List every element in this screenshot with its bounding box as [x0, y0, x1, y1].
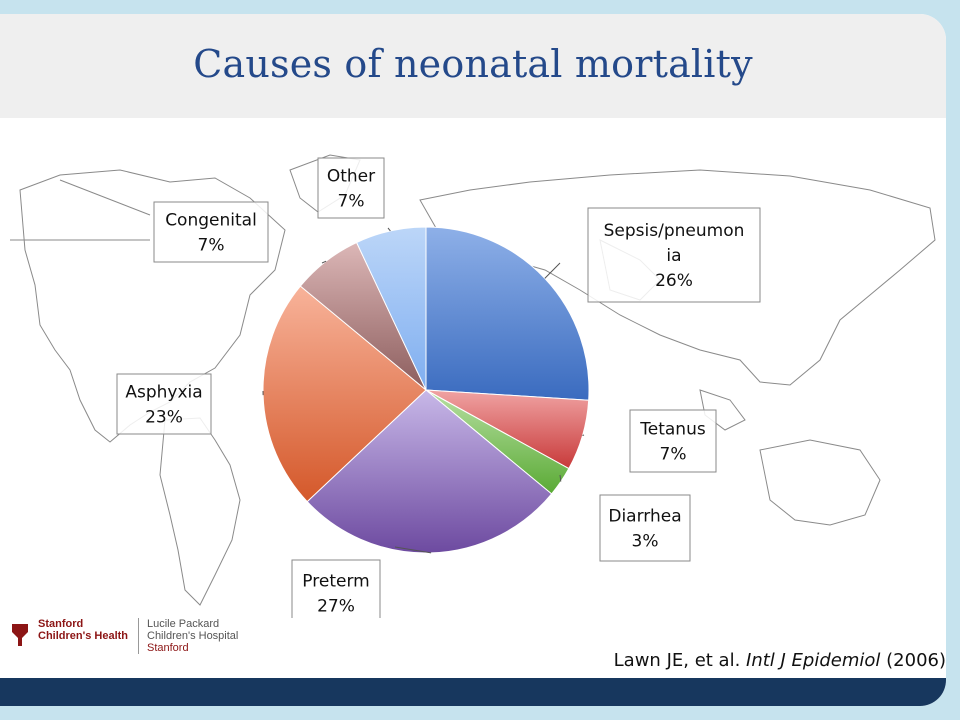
citation-authors: Lawn JE, et al. — [613, 650, 747, 671]
citation-year: (2006) — [880, 650, 946, 671]
slice-value-label: 3% — [632, 532, 659, 552]
logo-divider — [138, 618, 139, 654]
slice-label-box: Tetanus 7% — [629, 409, 717, 473]
stanford-tree-icon — [12, 624, 28, 646]
pie-slices — [262, 226, 590, 554]
pie-slice-preterm — [306, 389, 553, 554]
slice-labels: Sepsis/pneumon ia 26% Tetanus 7% Diarrhea 3% Pr… — [116, 157, 761, 618]
leader-line — [321, 260, 327, 264]
footer-area — [0, 620, 946, 678]
slice-category-label: Preterm — [302, 572, 369, 592]
pie-slice-sepsispneumonia — [425, 226, 590, 401]
slice-value-label: 7% — [338, 192, 365, 212]
slice-label-box: Congenital 7% — [153, 201, 269, 263]
pie-chart: Sepsis/pneumon ia 26% Tetanus 7% Diarrhea 3% Pr… — [10, 154, 936, 618]
slice-label-box: Preterm 27% — [291, 559, 381, 618]
pie-slice-asphyxia — [262, 285, 427, 503]
logo-line-1b: Children's Health — [38, 630, 129, 642]
logo-line-2b: Children's Hospital — [147, 630, 239, 642]
slice-category-label: Asphyxia — [125, 383, 202, 403]
slice-category-label: ia — [666, 246, 681, 266]
title-band: Causes of neonatal mortality — [0, 14, 946, 118]
slice-label-box: Diarrhea 3% — [599, 494, 691, 562]
citation-journal: Intl J Epidemiol — [746, 650, 881, 671]
slice-value-label: 23% — [145, 408, 183, 428]
leader-line — [387, 227, 391, 232]
footer-bar — [0, 678, 946, 706]
pie-slice-other — [355, 226, 427, 391]
slice-value-label: 26% — [655, 271, 693, 291]
leader-line — [559, 474, 562, 482]
slice-label-box: Sepsis/pneumon ia 26% — [587, 207, 761, 303]
leader-lines — [262, 227, 585, 554]
slice-category-label: Diarrhea — [608, 507, 681, 527]
slice-category-label: Tetanus — [639, 420, 706, 440]
world-map-area: Sepsis/pneumon ia 26% Tetanus 7% Diarrhea 3% Pr… — [0, 120, 946, 618]
logo-line-2c: Stanford — [147, 642, 189, 654]
slide-title: Causes of neonatal mortality — [193, 42, 753, 86]
citation: Lawn JE, et al. Intl J Epidemiol (2006) — [560, 650, 946, 671]
logo-lucile-packard: Lucile Packard Children's Hospital Stanf… — [147, 618, 267, 654]
leader-line — [394, 546, 432, 554]
slice-category-label: Other — [327, 167, 375, 187]
slide-frame: Causes of neonatal mortality Sepsis/pneu… — [0, 14, 946, 706]
logo-stanford-childrens-health: Stanford Children's Health — [38, 618, 133, 642]
slice-category-label: Sepsis/pneumon — [604, 221, 745, 241]
slice-value-label: 27% — [317, 597, 355, 617]
slice-value-label: 7% — [660, 445, 687, 465]
slice-value-label: 7% — [198, 236, 225, 256]
leader-line — [544, 262, 561, 279]
logo-line-2a: Lucile Packard — [147, 618, 220, 630]
slice-label-box: Other 7% — [317, 157, 385, 219]
logo-line-1a: Stanford — [38, 618, 84, 630]
leader-line — [582, 434, 585, 436]
slice-label-box: Asphyxia 23% — [116, 373, 212, 435]
slice-category-label: Congenital — [165, 211, 257, 231]
